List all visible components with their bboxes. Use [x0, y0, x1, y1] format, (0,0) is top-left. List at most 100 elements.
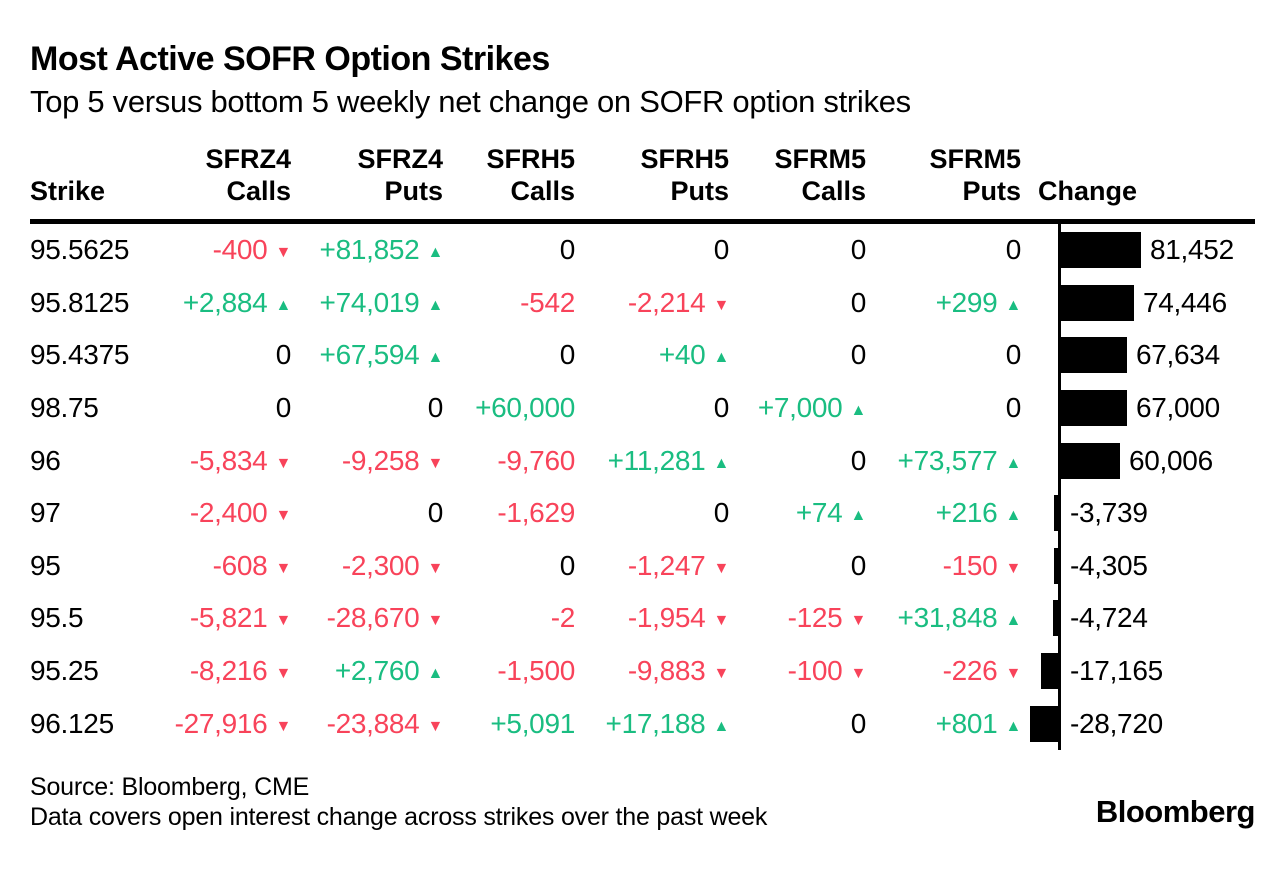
down-arrow-icon: ▼ — [275, 612, 291, 630]
value-cell: +299 ▲ — [866, 287, 1022, 319]
up-arrow-icon: ▲ — [850, 402, 866, 420]
value-text: 0 — [427, 497, 444, 529]
value-cell: +31,848 ▲ — [866, 602, 1022, 634]
value-cell: 0 — [443, 549, 576, 582]
change-bar — [1061, 442, 1120, 479]
down-arrow-icon: ▼ — [713, 296, 729, 314]
value-cell: -150 ▼ — [866, 550, 1022, 582]
value-text: 0 — [559, 549, 576, 581]
up-arrow-icon: ▲ — [1005, 612, 1021, 630]
value-cell: +801 ▲ — [866, 707, 1022, 740]
value-cell: 0 — [729, 339, 867, 371]
value-cell: 0 — [729, 708, 867, 740]
value-text: -125 — [787, 602, 843, 634]
change-bar — [1041, 653, 1058, 690]
change-value-label: -28,720 — [1070, 707, 1163, 739]
negative-bar-zone — [1021, 697, 1058, 750]
change-bar — [1061, 390, 1127, 427]
positive-bar-zone: -3,739 — [1061, 487, 1255, 540]
strike-cell: 95.25 — [30, 655, 99, 687]
value-text: +11,281 — [607, 444, 706, 476]
value-text: -9,258 — [341, 444, 420, 476]
up-arrow-icon: ▲ — [1005, 296, 1021, 314]
up-arrow-icon: ▲ — [427, 296, 443, 314]
value-cell: -2,300 ▼ — [291, 550, 443, 582]
value-cell: -8,216 ▼ — [150, 655, 291, 687]
value-text: 0 — [559, 339, 576, 371]
up-arrow-icon: ▲ — [427, 244, 443, 262]
zero-axis-line — [1058, 539, 1061, 593]
positive-bar-zone: 67,634 — [1061, 329, 1255, 382]
change-value-label: 67,000 — [1136, 392, 1220, 424]
down-arrow-icon: ▼ — [713, 612, 729, 630]
value-text: 0 — [713, 497, 730, 529]
value-text: 0 — [1005, 392, 1022, 424]
change-value-label: -4,724 — [1070, 602, 1148, 634]
value-text: -9,883 — [627, 655, 706, 687]
value-cell: 0 — [291, 392, 444, 424]
value-cell: -2,400 ▼ — [150, 497, 291, 529]
zero-axis-line — [1058, 486, 1061, 540]
down-arrow-icon: ▼ — [713, 559, 729, 577]
value-text: 0 — [850, 549, 867, 581]
value-cell: 0 — [150, 392, 292, 424]
value-text: 0 — [559, 234, 576, 266]
column-header-line1: SFRZ4 — [357, 144, 443, 174]
value-text: -5,834 — [189, 444, 268, 476]
value-text: +801 — [935, 707, 998, 739]
value-text: +60,000 — [475, 392, 575, 424]
column-header-line1: SFRH5 — [640, 144, 729, 174]
value-cell: -1,500 — [443, 655, 575, 687]
value-text: 0 — [275, 339, 292, 371]
column-header-sfrz4-calls: SFRZ4 Calls — [150, 143, 291, 207]
strike-cell: 95.5 — [30, 602, 84, 634]
negative-bar-zone — [1021, 540, 1058, 593]
down-arrow-icon: ▼ — [427, 454, 443, 472]
negative-bar-zone — [1021, 224, 1058, 277]
column-header-sfrz4-puts: SFRZ4 Puts — [291, 143, 443, 207]
value-cell: 0 — [150, 339, 292, 371]
value-cell: -125 ▼ — [729, 602, 867, 634]
value-text: -100 — [787, 655, 843, 687]
strike-cell: 95 — [30, 549, 61, 581]
value-text: -5,821 — [189, 602, 268, 634]
value-cell: +17,188 ▲ — [575, 707, 730, 740]
value-text: +2,760 — [334, 655, 420, 687]
table-row: 96.125 -27,916 ▼ -23,884 ▼ +5,091 +17,188 ▲ 0 +80… — [30, 697, 1255, 750]
value-cell: 0 — [729, 234, 867, 266]
table-body: 95.5625 -400 ▼ +81,852 ▲ 0 0 0 0 81,452 95.8125 +2,… — [30, 224, 1255, 750]
down-arrow-icon: ▼ — [275, 717, 291, 735]
up-arrow-icon: ▲ — [1005, 507, 1021, 525]
positive-bar-zone: -4,724 — [1061, 592, 1255, 645]
negative-bar-zone — [1021, 434, 1058, 487]
table-row: 97 -2,400 ▼ 0 -1,629 0 +74 ▲ +216 ▲ -3,739 — [30, 486, 1255, 540]
value-text: -226 — [942, 655, 998, 687]
column-header-line2: Puts — [962, 176, 1021, 206]
value-text: +216 — [935, 497, 998, 529]
column-header-strike: Strike — [30, 143, 150, 207]
down-arrow-icon: ▼ — [713, 665, 729, 683]
page-title: Most Active SOFR Option Strikes — [30, 40, 550, 78]
positive-bar-zone: 60,006 — [1061, 434, 1255, 487]
positive-bar-zone: 74,446 — [1061, 277, 1255, 330]
change-bar — [1030, 705, 1058, 742]
value-cell: +74,019 ▲ — [291, 287, 444, 319]
value-cell: -5,834 ▼ — [150, 445, 291, 477]
strike-cell: 98.75 — [30, 392, 99, 424]
value-text: -2 — [550, 602, 576, 634]
value-cell: +81,852 ▲ — [291, 234, 444, 266]
column-header-line1: SFRZ4 — [205, 144, 291, 174]
change-cell: -28,720 — [1021, 697, 1255, 750]
value-cell: +216 ▲ — [866, 497, 1022, 529]
value-text: 0 — [275, 392, 292, 424]
value-text: -1,247 — [627, 549, 706, 581]
change-value-label: 60,006 — [1129, 444, 1213, 476]
change-value-label: -17,165 — [1070, 655, 1163, 687]
value-cell: -400 ▼ — [150, 234, 292, 266]
value-cell: +74 ▲ — [729, 497, 866, 529]
value-text: -1,954 — [627, 602, 706, 634]
table-row: 95.8125 +2,884 ▲ +74,019 ▲ -542 -2,214 ▼ 0 +299 ▲ 7… — [30, 276, 1255, 330]
value-text: +17,188 — [605, 707, 706, 739]
column-header-line1 — [30, 143, 150, 175]
negative-bar-zone — [1021, 487, 1058, 540]
